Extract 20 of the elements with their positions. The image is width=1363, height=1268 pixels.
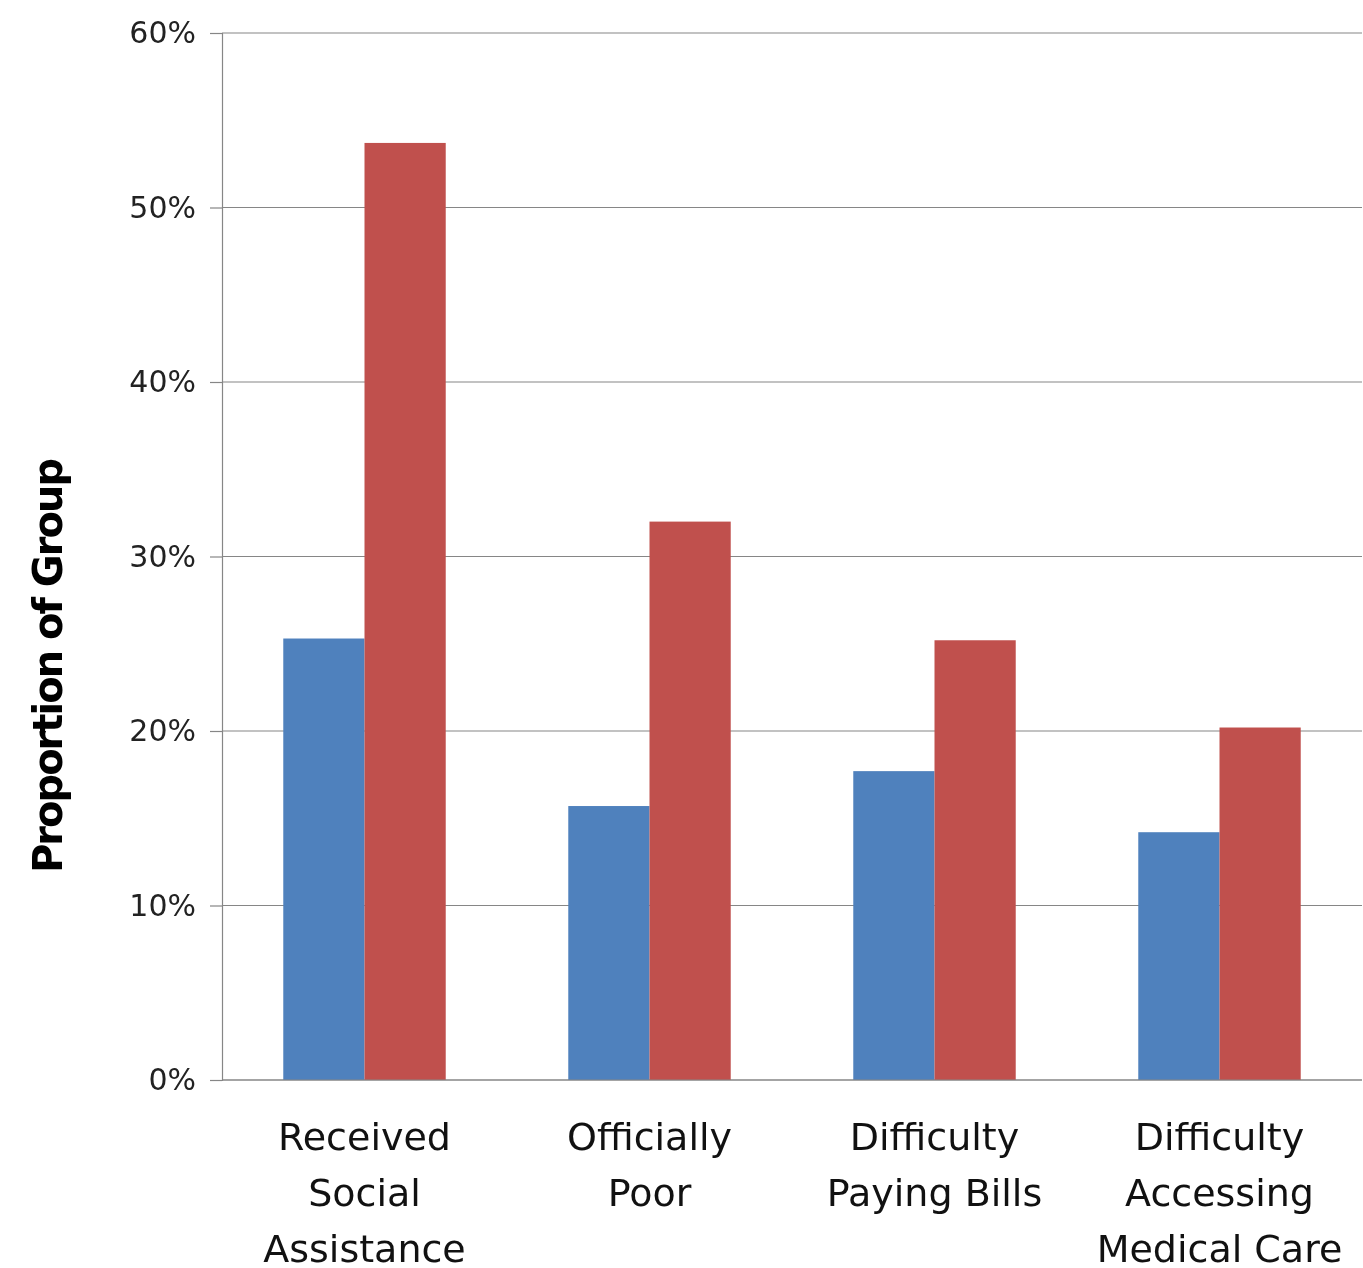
y-tick-label: 10%	[129, 887, 196, 923]
y-tick-label: 0%	[148, 1062, 196, 1098]
y-tick-label: 30%	[129, 538, 196, 574]
y-axis-title: Proportion of Group	[25, 459, 71, 874]
y-tick-label: 20%	[129, 713, 196, 749]
bar	[364, 142, 446, 1080]
bar	[853, 771, 935, 1080]
bar	[934, 640, 1016, 1080]
bar	[568, 806, 650, 1080]
bar	[1138, 832, 1220, 1080]
y-tick-label: 50%	[129, 189, 196, 225]
x-tick-label: Received Social Assistance	[263, 1115, 466, 1268]
bar	[649, 521, 731, 1080]
y-tick-label: 40%	[129, 364, 196, 400]
bar	[283, 638, 365, 1080]
y-tick-label: 60%	[129, 15, 196, 51]
x-tick-label: Difficulty Paying Bills	[826, 1115, 1043, 1215]
x-tick-label: Officially Poor	[567, 1115, 732, 1215]
x-tick-label: Difficulty Accessing Medical Care	[1096, 1115, 1343, 1268]
bar	[1219, 727, 1301, 1080]
